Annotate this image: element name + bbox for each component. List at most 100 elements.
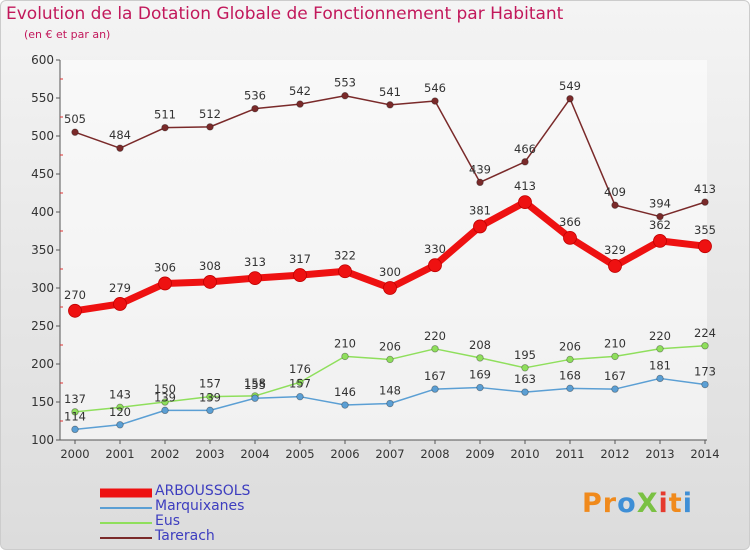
chart-subtitle: (en € et par an)	[24, 28, 111, 41]
data-point-marquixanes	[251, 394, 259, 402]
data-point-marquixanes	[656, 374, 664, 383]
data-point-eus	[206, 392, 214, 401]
x-tick-label: 2009	[465, 447, 494, 461]
x-tick-label: 2013	[645, 447, 674, 461]
data-point-arboussols	[338, 264, 352, 279]
data-label-arboussols: 279	[109, 281, 131, 295]
data-label-eus: 220	[649, 329, 671, 343]
data-label-tarerach: 413	[694, 182, 716, 196]
data-label-arboussols: 366	[559, 215, 581, 229]
data-point-marquixanes	[71, 425, 79, 434]
proxiti-logo: ProXiti	[582, 488, 693, 519]
data-point-arboussols	[653, 233, 667, 248]
x-tick-label: 2000	[60, 447, 89, 461]
x-tick-label: 2005	[285, 447, 314, 461]
legend-label-marquixanes: Marquixanes	[155, 498, 245, 514]
data-label-tarerach: 409	[604, 185, 626, 199]
data-label-tarerach: 553	[334, 76, 356, 90]
data-label-marquixanes: 148	[379, 384, 401, 398]
data-label-marquixanes: 168	[559, 368, 581, 382]
data-point-eus	[161, 398, 169, 406]
data-label-tarerach: 394	[649, 197, 671, 211]
data-label-eus: 206	[379, 339, 401, 353]
axes: 100 150 200 250 300 350 400 450 500 550 600 2000 200…	[31, 53, 720, 461]
data-point-arboussols	[518, 195, 532, 210]
x-tick-label: 2004	[240, 447, 269, 461]
data-label-eus: 158	[244, 376, 266, 390]
data-label-eus: 210	[604, 336, 626, 350]
data-point-marquixanes	[116, 421, 124, 429]
data-label-arboussols: 362	[649, 218, 671, 232]
data-point-eus	[116, 403, 124, 412]
data-point-arboussols	[158, 276, 172, 291]
data-label-arboussols: 270	[64, 288, 86, 302]
data-point-tarerach	[206, 123, 214, 131]
data-point-tarerach	[386, 101, 394, 109]
y-tick-label: 600	[31, 53, 54, 67]
x-tick-label: 2007	[375, 447, 404, 461]
x-tick-label: 2006	[330, 447, 359, 461]
x-tick-label: 2011	[555, 447, 584, 461]
data-label-eus: 157	[199, 377, 221, 391]
data-label-tarerach: 536	[244, 89, 266, 103]
series-eus: 137 143 150 157 158 176 210 206 220 208 195 206 210 2…	[64, 326, 716, 416]
series-tarerach: 505 484 511 512 536 542 553 541 546 439 466 549 409 3…	[64, 76, 716, 221]
data-point-arboussols	[293, 268, 307, 282]
y-tick-label: 400	[31, 205, 54, 219]
data-point-marquixanes	[161, 406, 169, 415]
data-label-arboussols: 355	[694, 223, 716, 237]
data-label-marquixanes: 163	[514, 372, 536, 386]
data-point-tarerach	[611, 201, 619, 209]
logo-letter: r	[602, 488, 618, 519]
data-point-tarerach	[116, 144, 124, 152]
x-tick-label: 2003	[195, 447, 224, 461]
y-tick-label: 200	[31, 357, 54, 371]
data-label-tarerach: 546	[424, 81, 446, 95]
logo-letter: i	[658, 488, 669, 519]
data-point-eus	[521, 364, 529, 372]
data-point-tarerach	[521, 158, 529, 166]
data-label-marquixanes: 155	[244, 378, 266, 392]
data-point-marquixanes	[296, 392, 304, 401]
data-point-eus	[296, 378, 304, 386]
data-point-arboussols	[473, 219, 487, 234]
data-point-eus	[701, 342, 709, 350]
data-point-tarerach	[341, 92, 349, 100]
data-point-tarerach	[476, 178, 484, 187]
logo-letter: P	[582, 488, 603, 519]
data-point-arboussols	[203, 275, 217, 289]
data-label-eus: 206	[559, 339, 581, 353]
data-label-arboussols: 381	[469, 203, 491, 217]
data-label-arboussols: 308	[199, 259, 221, 273]
data-point-marquixanes	[476, 383, 484, 392]
data-point-eus	[386, 355, 394, 364]
data-point-tarerach	[251, 104, 259, 113]
data-label-eus: 143	[109, 387, 131, 401]
data-point-tarerach	[431, 97, 439, 105]
data-label-arboussols: 330	[424, 242, 446, 256]
data-label-marquixanes: 139	[154, 390, 176, 404]
data-point-arboussols	[698, 239, 712, 254]
data-label-tarerach: 541	[379, 85, 401, 99]
data-label-tarerach: 512	[199, 107, 221, 121]
data-label-marquixanes: 157	[289, 377, 311, 391]
data-label-eus: 224	[694, 326, 716, 340]
y-tick-label: 250	[31, 319, 54, 333]
data-label-marquixanes: 146	[334, 385, 356, 399]
data-label-arboussols: 413	[514, 179, 536, 193]
data-label-marquixanes: 167	[424, 369, 446, 383]
series-marquixanes: 114 120 139 139 155 157 146 148 167 169 163 168 167 1…	[64, 358, 716, 434]
data-label-tarerach: 484	[109, 128, 131, 142]
logo-letter: t	[668, 488, 683, 519]
data-point-marquixanes	[566, 384, 574, 393]
data-point-marquixanes	[341, 401, 349, 409]
data-label-marquixanes: 120	[109, 405, 131, 419]
data-label-tarerach: 542	[289, 84, 311, 98]
legend-item-tarerach: Tarerach	[100, 528, 400, 545]
data-label-arboussols: 300	[379, 265, 401, 279]
data-label-arboussols: 317	[289, 252, 311, 266]
data-label-arboussols: 322	[334, 248, 356, 262]
x-tick-label: 2010	[510, 447, 539, 461]
data-point-marquixanes	[611, 385, 619, 393]
